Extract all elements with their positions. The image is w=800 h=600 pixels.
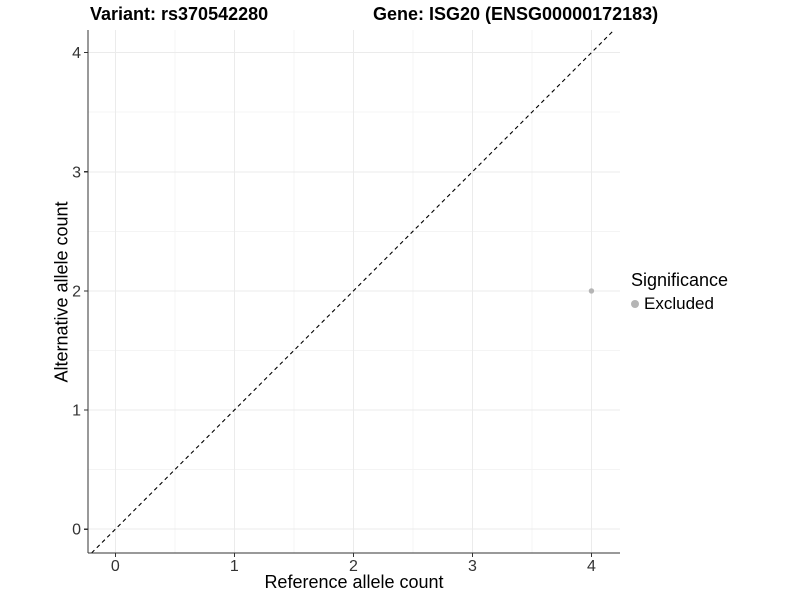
x-axis-label: Reference allele count [264,572,444,592]
identity-diagonal-line [91,29,615,554]
y-tick-label: 2 [72,283,81,300]
y-tick-label: 4 [72,45,81,62]
y-axis-label: Alternative allele count [51,201,72,383]
x-tick-label: 4 [587,558,596,575]
y-tick-label: 0 [72,522,81,539]
x-tick-label: 3 [468,558,477,575]
legend-item-excluded: Excluded [631,294,728,314]
gene-title: Gene: ISG20 (ENSG00000172183) [373,4,659,24]
x-tick-label: 2 [349,558,358,575]
legend-item-label: Excluded [644,294,714,313]
y-tick-label: 3 [72,164,81,181]
legend: Significance Excluded [631,270,728,314]
legend-title: Significance [631,270,729,290]
data-point-excluded [588,288,595,294]
x-tick-label: 1 [230,558,239,575]
excluded-point-marker-icon [631,300,639,308]
variant-title: Variant: rs370542280 [90,4,269,24]
y-tick-label: 1 [72,403,81,420]
x-tick-label: 0 [111,558,120,575]
